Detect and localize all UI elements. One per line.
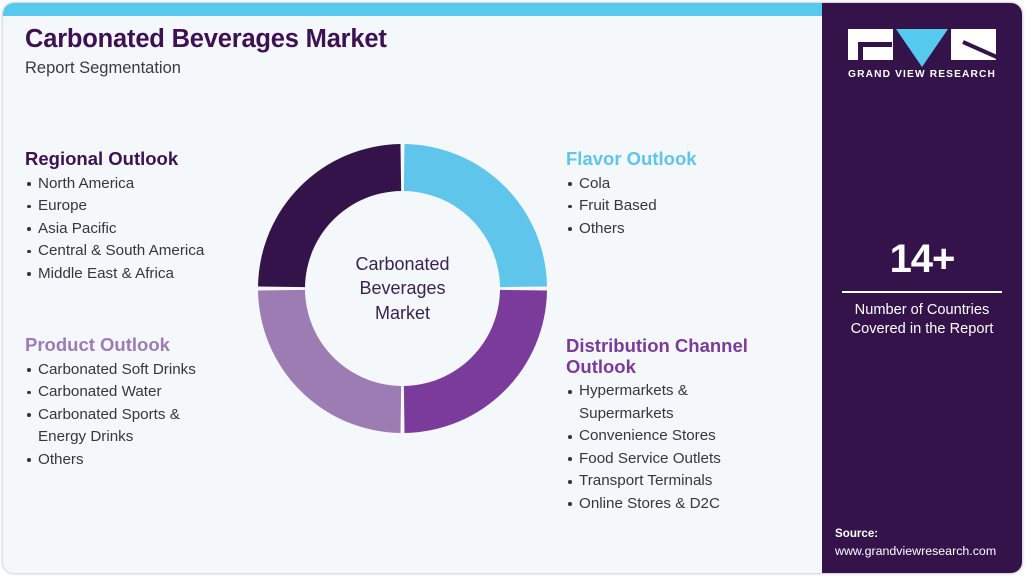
donut-chart-svg [258,144,547,433]
block-flavor-outlook: Flavor Outlook Cola Fruit Based Others [566,148,816,241]
list-item: Cola [566,173,816,196]
brand-sidebar: GRAND VIEW RESEARCH 14+ Number of Countr… [822,3,1022,573]
page-title: Carbonated Beverages Market [25,25,387,53]
logo-wordmark: GRAND VIEW RESEARCH [848,69,997,80]
regional-outlook-heading: Regional Outlook [25,148,179,169]
product-outlook-heading: Product Outlook [25,334,170,355]
list-item: North America [25,173,275,196]
list-item: Fruit Based [566,195,816,218]
source-title: Source: [835,527,879,541]
list-item: Food Service Outlets [566,448,796,471]
logo-marks [848,29,996,67]
list-item: Convenience Stores [566,425,796,448]
stat-value: 14+ [889,237,956,281]
list-item: Others [25,449,275,472]
donut-chart: Carbonated Beverages Market [258,144,547,433]
list-item: Asia Pacific [25,218,275,241]
donut-segment [403,144,547,288]
donut-segment [258,144,402,288]
list-item: Online Stores & D2C [566,493,796,516]
list-item: Middle East & Africa [25,263,275,286]
regional-outlook-list: North America Europe Asia Pacific Centra… [25,173,275,286]
brand-logo: GRAND VIEW RESEARCH [848,29,996,80]
list-item-line2: Energy Drinks [38,428,134,446]
list-item: Hypermarkets & Supermarkets [566,380,796,425]
flavor-outlook-heading: Flavor Outlook [566,148,697,169]
stat-label-line-1: Number of Countries [854,301,990,318]
donut-segment [403,289,547,433]
list-item-line1: Carbonated Sports & [38,405,180,423]
list-item: Transport Terminals [566,470,796,493]
top-accent-bar [3,3,822,16]
product-outlook-list: Carbonated Soft Drinks Carbonated Water … [25,359,275,472]
logo-g-icon [848,29,893,60]
flavor-outlook-list: Cola Fruit Based Others [566,173,816,241]
list-item-line2: Supermarkets [579,404,674,422]
list-item: Carbonated Sports & Energy Drinks [25,404,275,449]
stat-label-line-2: Covered in the Report [850,320,994,337]
list-item: Others [566,218,816,241]
distribution-channel-outlook-list: Hypermarkets & Supermarkets Convenience … [566,380,796,515]
card-surface: Carbonated Beverages Market Report Segme… [3,3,1022,573]
logo-r-icon [951,29,996,60]
logo-v-triangle-icon [896,29,948,67]
page-subtitle: Report Segmentation [25,59,181,78]
block-distribution-channel-outlook: Distribution Channel Outlook Hypermarket… [566,335,796,515]
main-content-area [3,16,822,573]
stat-block: 14+ Number of Countries Covered in the R… [836,239,1008,339]
list-item-line1: Hypermarkets & [579,382,688,400]
list-item: Central & South America [25,240,275,263]
header: Carbonated Beverages Market Report Segme… [25,25,625,78]
stat-divider [842,291,1002,293]
list-item: Europe [25,195,275,218]
block-regional-outlook: Regional Outlook North America Europe As… [25,148,275,286]
distribution-channel-outlook-heading: Distribution Channel Outlook [566,335,748,377]
source-url[interactable]: www.grandviewresearch.com [835,544,997,559]
source-block: Source: www.grandviewresearch.com [835,526,1019,560]
list-item: Carbonated Soft Drinks [25,359,275,382]
donut-segment [258,289,402,433]
block-product-outlook: Product Outlook Carbonated Soft Drinks C… [25,334,275,472]
stat-label: Number of Countries Covered in the Repor… [836,301,1008,339]
list-item: Carbonated Water [25,381,275,404]
